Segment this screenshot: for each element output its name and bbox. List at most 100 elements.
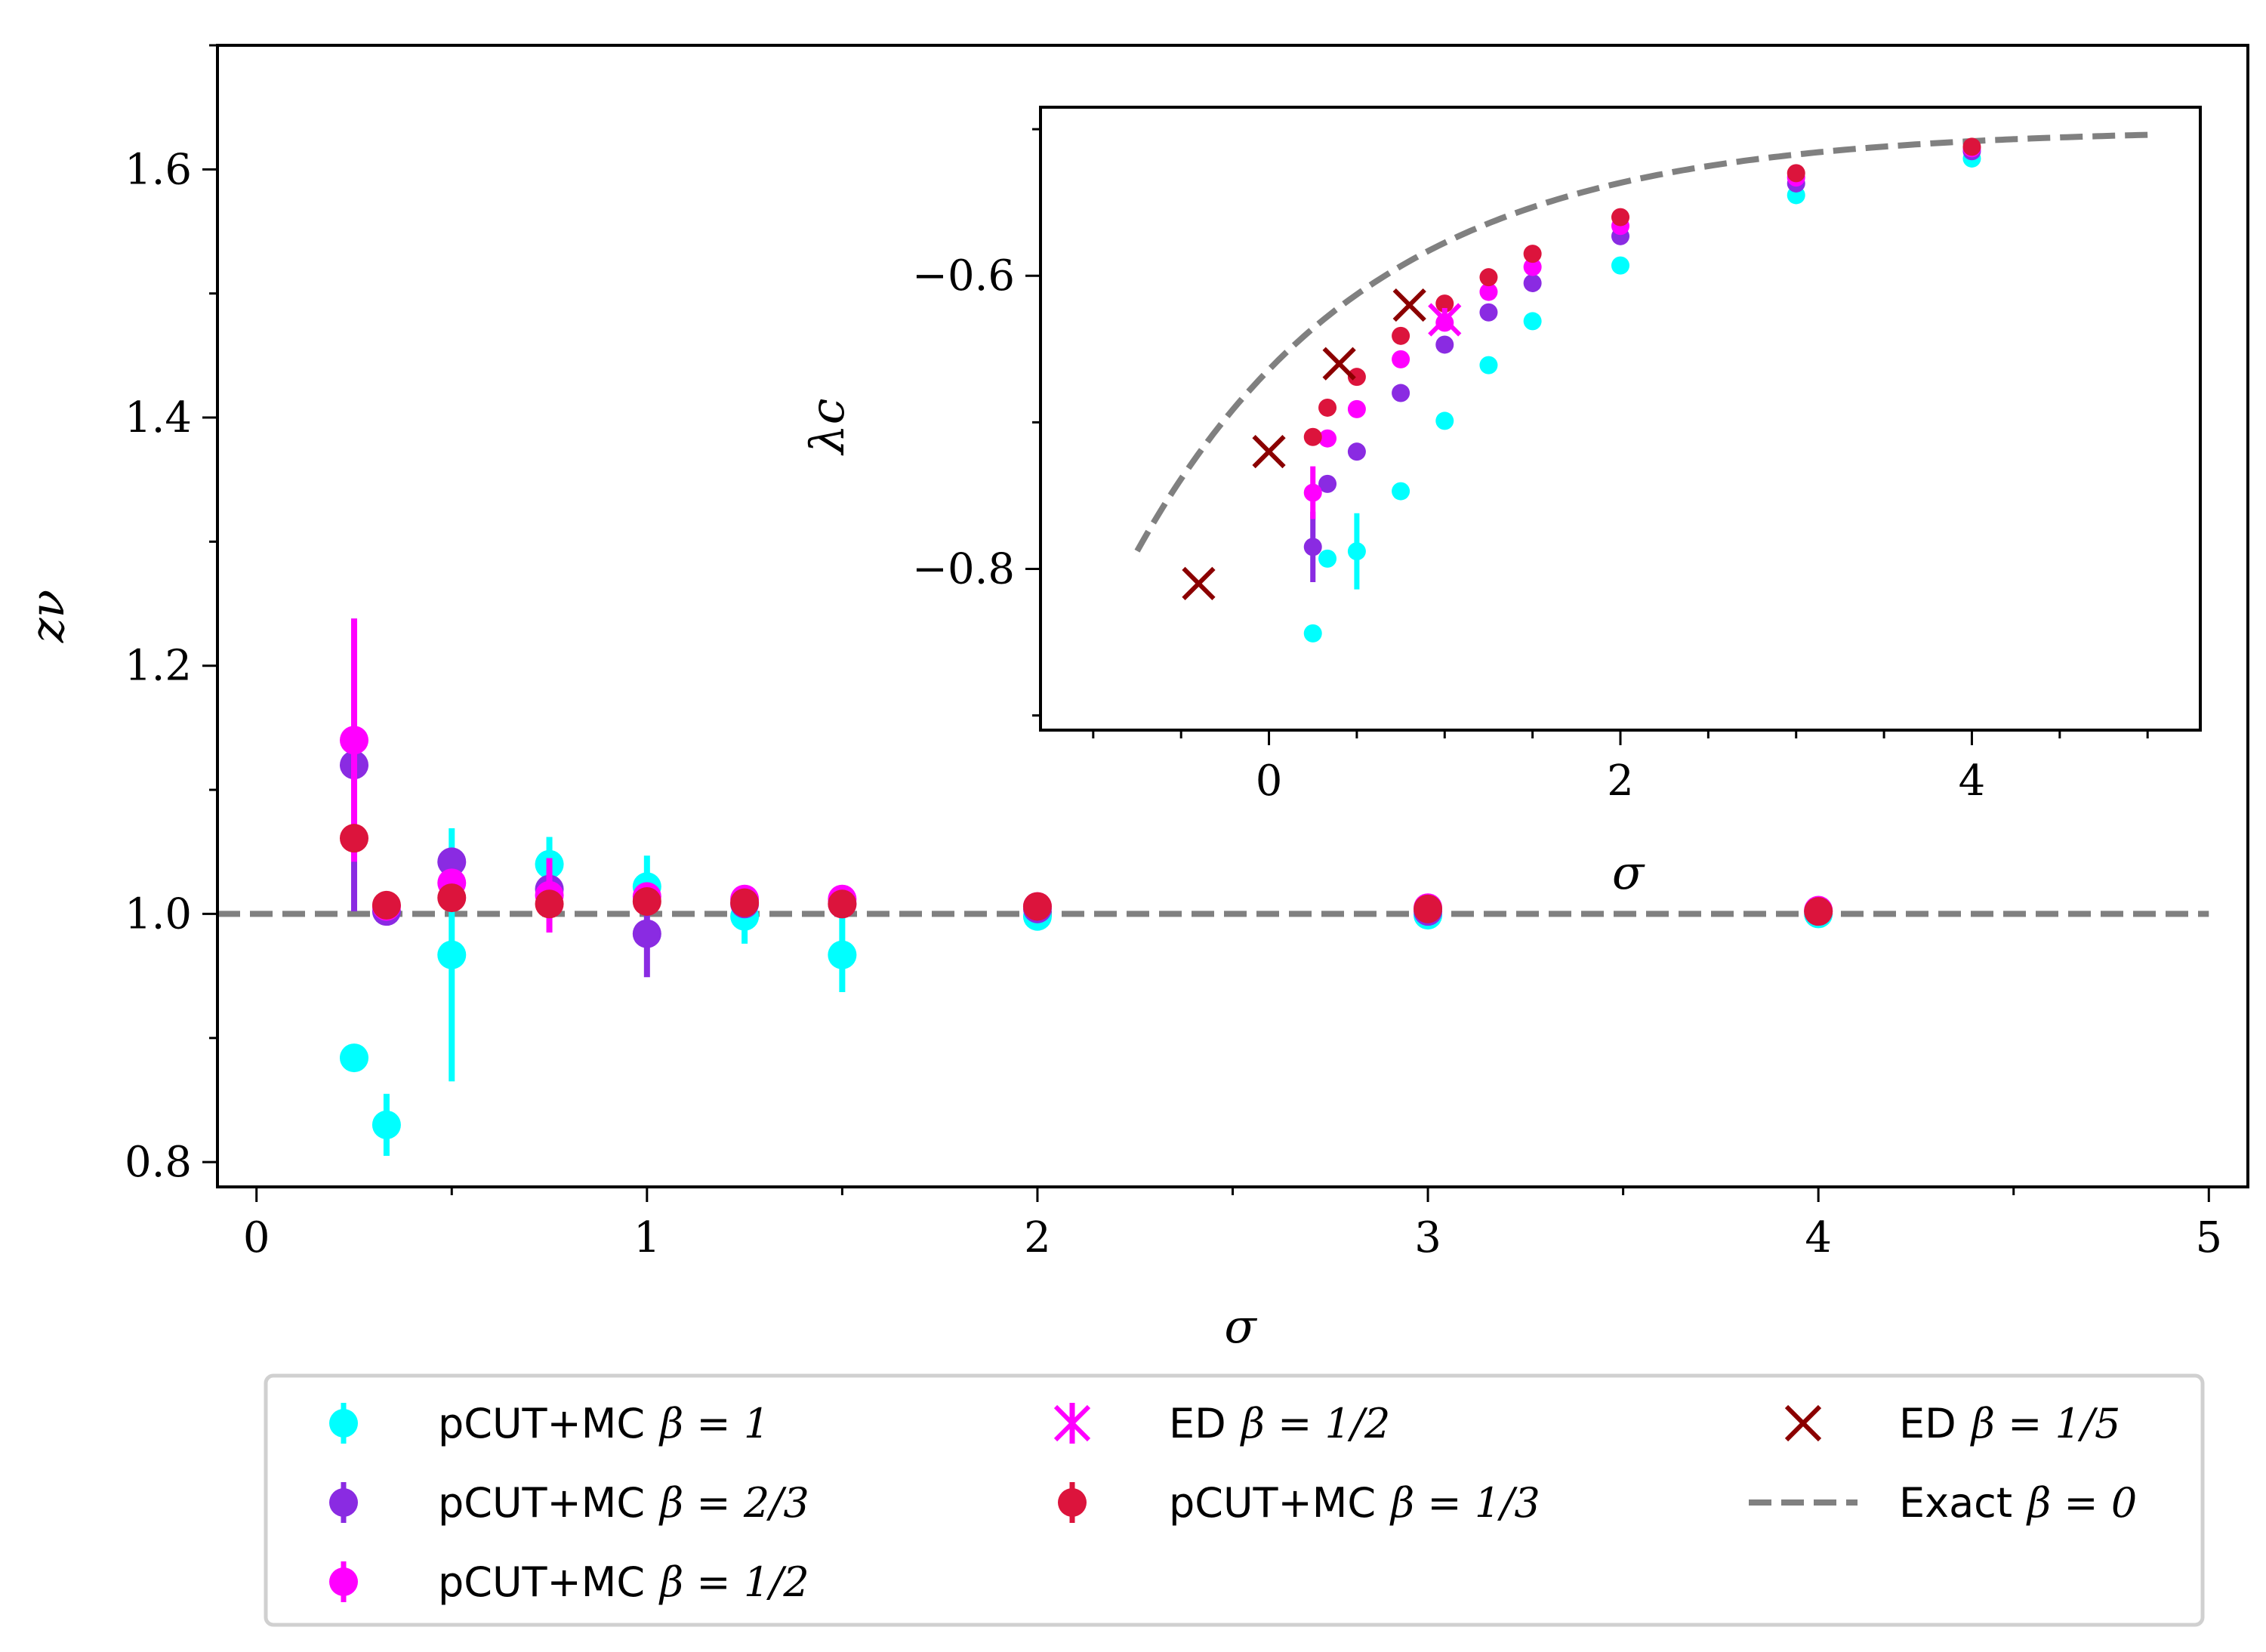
- inset-x-marker: [1322, 347, 1356, 381]
- main-data-point: [437, 940, 467, 969]
- legend-circle-marker-icon: [329, 1488, 358, 1517]
- main-y-tick-label: 1.0: [125, 889, 192, 938]
- legend-entry: pCUT+MC β = 1: [329, 1400, 769, 1447]
- main-x-tick-label: 4: [1805, 1213, 1832, 1262]
- main-x-tick-label: 0: [243, 1213, 270, 1262]
- main-x-axis-label: σ: [1224, 1299, 1257, 1354]
- inset-y-tick-label: −0.6: [912, 251, 1015, 301]
- inset-data-point: [1318, 549, 1337, 568]
- inset-x-tick-label: 0: [1256, 757, 1283, 806]
- legend-label-math: β = 2/3: [658, 1479, 809, 1527]
- legend-label-prefix: pCUT+MC: [1169, 1479, 1376, 1527]
- legend-x-marker-icon: [1053, 1404, 1091, 1442]
- legend: pCUT+MC β = 1 pCUT+MC β = 2/3 pCUT+MC β = 1/2…: [264, 1373, 2205, 1627]
- main-data-point: [1804, 897, 1833, 926]
- inset-y-axis-label: λc: [800, 398, 855, 456]
- main-data-point: [828, 889, 857, 919]
- legend-entry: pCUT+MC β = 2/3: [329, 1479, 809, 1527]
- inset-data-point: [1523, 257, 1542, 276]
- main-data-point: [1414, 894, 1443, 923]
- inset-data-point: [1392, 350, 1410, 368]
- legend-entry: pCUT+MC β = 1/3: [1058, 1479, 1540, 1527]
- inset-data-point: [1303, 538, 1322, 556]
- inset-x-tick-label: 4: [1959, 757, 1986, 806]
- inset-plot: 0 2 4 −0.8 −0.6 σ λc: [800, 106, 2202, 900]
- legend-label: ED β = 1/5: [1899, 1400, 2120, 1447]
- inset-data-point: [1611, 256, 1629, 275]
- main-y-tick-label: 1.2: [125, 642, 192, 691]
- legend-entry: pCUT+MC β = 1/2: [329, 1558, 809, 1606]
- legend-label-math: β = 1/5: [1970, 1400, 2121, 1447]
- legend-label: pCUT+MC β = 1: [438, 1400, 769, 1447]
- main-data-point: [730, 888, 760, 917]
- main-y-tick-label: 1.4: [125, 393, 192, 442]
- legend-label-prefix: pCUT+MC: [438, 1558, 645, 1606]
- inset-data-point: [1523, 245, 1542, 264]
- inset-data-point: [1435, 294, 1454, 313]
- main-x-tick-label: 5: [2195, 1213, 2222, 1262]
- inset-x-marker: [1182, 566, 1216, 601]
- legend-circle-marker-icon: [1058, 1488, 1087, 1517]
- inset-x-marker: [1392, 288, 1426, 322]
- inset-y-tick-label: −0.8: [912, 544, 1015, 593]
- legend-label: pCUT+MC β = 1/3: [1169, 1479, 1540, 1527]
- main-data-point: [339, 824, 368, 853]
- inset-data-point: [1347, 542, 1366, 561]
- inset-data-point: [1392, 384, 1410, 402]
- main-data-point: [339, 1043, 368, 1073]
- main-y-tick-label: 1.6: [125, 145, 192, 194]
- legend-label-math: β = 1/2: [1240, 1400, 1391, 1447]
- legend-label-math: β = 1: [658, 1400, 769, 1447]
- inset-data-point: [1318, 429, 1337, 448]
- legend-x-marker-icon: [1784, 1404, 1822, 1442]
- inset-data-point: [1318, 398, 1337, 417]
- inset-data-point: [1523, 273, 1542, 292]
- legend-label: pCUT+MC β = 2/3: [438, 1479, 809, 1527]
- main-data-point: [372, 890, 401, 920]
- inset-data-point: [1479, 303, 1498, 322]
- main-data-point: [632, 919, 661, 948]
- inset-background: [1041, 107, 2200, 730]
- inset-data-point: [1392, 482, 1410, 501]
- inset-x-tick-label: 2: [1607, 757, 1634, 806]
- inset-data-point: [1523, 312, 1542, 331]
- main-data-point: [372, 1110, 401, 1139]
- main-data-point: [828, 940, 857, 969]
- legend-label: pCUT+MC β = 1/2: [438, 1558, 809, 1606]
- main-data-point: [437, 883, 467, 913]
- inset-data-point: [1303, 483, 1322, 502]
- legend-entry: ED β = 1/2: [1053, 1400, 1390, 1447]
- main-x-tick-label: 3: [1414, 1213, 1441, 1262]
- inset-data-point: [1347, 442, 1366, 461]
- legend-entry: ED β = 1/5: [1784, 1400, 2120, 1447]
- main-data-point: [437, 847, 467, 877]
- main-y-tick-label: 0.8: [125, 1138, 192, 1187]
- inset-data-area: [1134, 131, 2148, 643]
- legend-label-prefix: ED: [1169, 1400, 1226, 1447]
- legend-label-prefix: pCUT+MC: [438, 1400, 645, 1447]
- inset-x-marker: [1428, 303, 1462, 337]
- inset-data-point: [1435, 411, 1454, 430]
- inset-data-point: [1435, 335, 1454, 354]
- main-x-tick-label: 2: [1024, 1213, 1051, 1262]
- legend-label-prefix: ED: [1899, 1400, 1956, 1447]
- main-plot: 0 1 2 3 4 5 0.8 1.0 1.2 1.4 1.6 σ zν: [20, 44, 2249, 1354]
- inset-data-point: [1392, 326, 1410, 345]
- inset-data-point: [1787, 164, 1805, 183]
- inset-data-point: [1303, 624, 1322, 643]
- inset-data-point: [1347, 368, 1366, 387]
- inset-data-point: [1479, 356, 1498, 374]
- inset-exact-curve: [1134, 131, 2148, 553]
- legend-box: [264, 1373, 2205, 1627]
- inset-x-marker: [1252, 435, 1286, 469]
- legend-circle-marker-icon: [329, 1567, 358, 1596]
- inset-x-axis-label: σ: [1612, 845, 1645, 900]
- legend-entry: Exact β = 0: [1749, 1479, 2137, 1527]
- inset-data-point: [1479, 282, 1498, 301]
- legend-label-prefix: pCUT+MC: [438, 1479, 645, 1527]
- inset-data-point: [1479, 268, 1498, 287]
- legend-label: ED β = 1/2: [1169, 1400, 1390, 1447]
- legend-label: Exact β = 0: [1899, 1479, 2137, 1527]
- inset-data-point: [1318, 474, 1337, 493]
